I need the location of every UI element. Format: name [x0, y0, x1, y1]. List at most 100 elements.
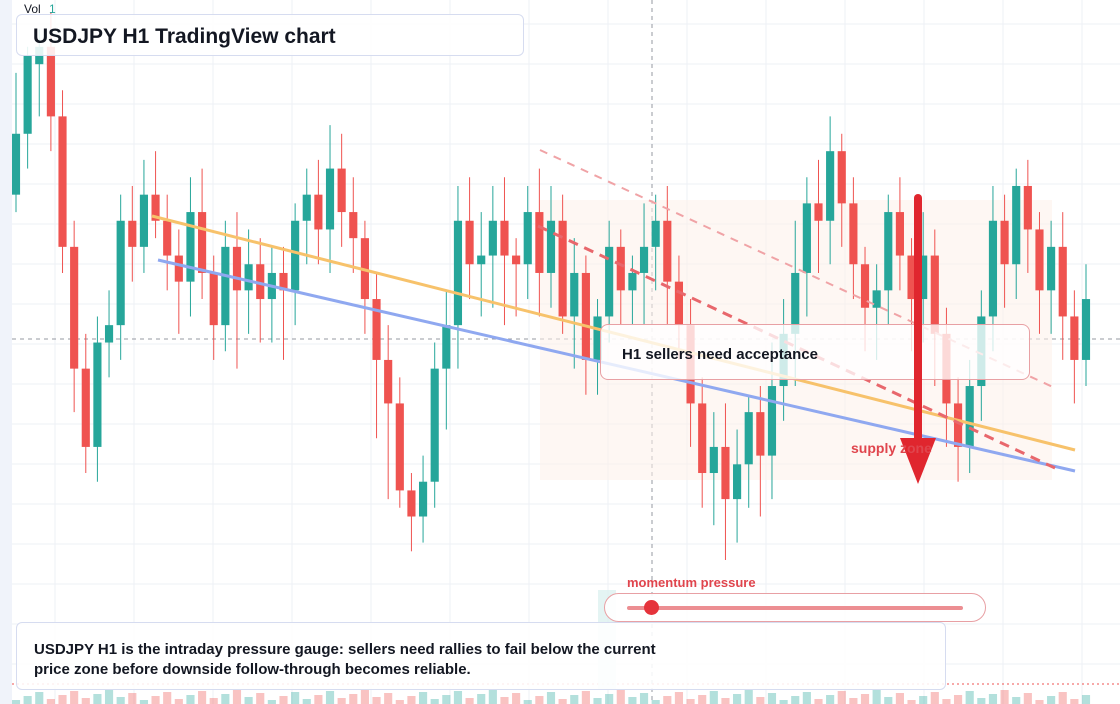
candle-body: [651, 220, 660, 247]
candle-body: [46, 46, 55, 117]
momentum-label: momentum pressure: [627, 575, 756, 590]
candle-body: [570, 272, 579, 317]
volume-bar: [593, 698, 602, 704]
candle-body: [395, 403, 404, 491]
candle-body: [605, 246, 614, 317]
volume-bar: [721, 698, 730, 704]
candle-body: [291, 220, 300, 291]
candle-body: [1012, 185, 1021, 265]
volume-bar: [477, 694, 486, 704]
candle-body: [11, 133, 21, 195]
candle-body: [1081, 299, 1091, 360]
volume-bar: [430, 699, 439, 704]
volume-bar: [395, 700, 404, 704]
volume-bar: [570, 695, 579, 704]
candle-body: [139, 194, 149, 247]
volume-bar: [698, 695, 707, 704]
volume-bar: [58, 695, 67, 704]
volume-bar: [1058, 692, 1067, 704]
candle-body: [349, 212, 358, 239]
chart-title: USDJPY H1 TradingView chart: [33, 25, 336, 48]
candle-body: [709, 446, 718, 474]
volume-bar: [884, 697, 893, 704]
candle-body: [767, 386, 777, 456]
volume-bar: [360, 690, 369, 704]
volume-bar: [23, 696, 32, 704]
candle-body: [849, 203, 858, 265]
volume-bar: [709, 691, 718, 704]
volume-bar: [930, 692, 939, 704]
volume-bar: [1081, 695, 1091, 704]
volume-bar: [546, 692, 556, 704]
volume-bar: [733, 694, 742, 704]
candle-body: [477, 255, 486, 265]
volume-bar: [663, 696, 672, 704]
candle-body: [488, 220, 497, 256]
volume-bar: [198, 691, 207, 704]
title-panel: USDJPY H1 TradingView chart: [16, 14, 524, 56]
candle-body: [302, 194, 311, 221]
volume-bar: [384, 693, 393, 704]
volume-bar: [418, 692, 428, 704]
volume-bar: [802, 692, 811, 704]
candle-body: [104, 325, 114, 343]
momentum-track: [627, 606, 963, 610]
candle-body: [442, 325, 451, 369]
volume-bar: [535, 696, 544, 704]
candle-body: [314, 194, 323, 230]
volume-bar: [302, 699, 311, 704]
candle-body: [163, 220, 172, 256]
candle-body: [232, 246, 242, 291]
volume-bar: [104, 690, 114, 704]
candle-body: [616, 246, 625, 291]
callout-text: H1 sellers need acceptance: [622, 346, 818, 363]
candle-body: [674, 281, 684, 326]
candle-body: [826, 151, 835, 221]
volume-bar: [639, 693, 649, 704]
volume-bar: [907, 700, 916, 704]
volume-bar: [860, 694, 870, 704]
volume-bar: [581, 691, 590, 704]
candle-body: [558, 220, 567, 317]
candle-body: [325, 168, 335, 230]
volume-bar: [616, 690, 625, 704]
volume-label: Vol: [24, 2, 41, 16]
candle-body: [546, 220, 556, 273]
volume-bar: [46, 699, 55, 704]
volume-bar: [500, 697, 509, 704]
volume-bar: [872, 690, 881, 704]
candle-body: [733, 464, 742, 500]
volume-bar: [174, 699, 183, 704]
candle-body: [430, 368, 439, 482]
volume-bar: [849, 698, 858, 704]
volume-bar: [488, 690, 497, 704]
volume-bar: [232, 690, 242, 704]
volume-bar: [965, 691, 974, 704]
candle-body: [116, 220, 125, 326]
volume-bar: [837, 691, 846, 704]
candle-body: [81, 368, 90, 447]
candle-body: [407, 490, 416, 517]
candle-body: [1000, 220, 1009, 265]
candle-body: [198, 212, 207, 273]
volume-bar: [465, 698, 474, 704]
volume-bar: [221, 694, 230, 704]
candle-body: [418, 481, 428, 517]
candle-body: [802, 203, 811, 273]
candle-body: [523, 212, 532, 265]
candle-body: [512, 255, 521, 265]
volume-bar: [1070, 699, 1079, 704]
candle-body: [593, 316, 602, 360]
candle-body: [872, 290, 881, 308]
momentum-knob[interactable]: [643, 600, 659, 615]
volume-bar: [1000, 690, 1009, 704]
volume-bar: [93, 694, 102, 704]
volume-bars: [11, 690, 1091, 704]
volume-bar: [942, 699, 951, 704]
volume-bar: [756, 697, 765, 704]
candle-body: [663, 220, 672, 282]
candle-body: [744, 412, 753, 465]
left-scale-rail: [0, 0, 12, 704]
volume-bar: [953, 695, 963, 704]
candle-body: [244, 264, 253, 291]
